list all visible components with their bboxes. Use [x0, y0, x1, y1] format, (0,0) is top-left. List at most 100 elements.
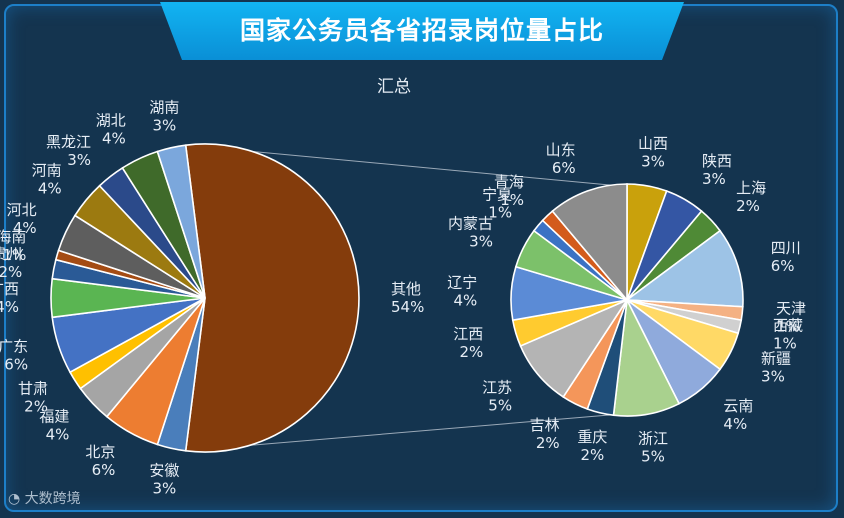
secondary-pie [510, 183, 744, 417]
main-label-value-7: 2% [0, 263, 22, 281]
main-label-value-11: 3% [67, 151, 91, 169]
sec-label-value-8: 5% [641, 448, 665, 466]
sec-slice-17 [551, 183, 628, 303]
sec-label-name-5: 西藏 [773, 317, 803, 335]
sec-label-11: 江苏 5% [482, 378, 512, 414]
sec-label-6: 新疆 3% [761, 349, 791, 385]
sec-label-7: 云南 4% [723, 397, 753, 433]
main-label-name-1: 安徽 [149, 462, 179, 480]
main-pie [50, 143, 360, 453]
sec-label-value-14: 3% [469, 233, 493, 251]
main-slice-13 [156, 144, 206, 299]
sec-label-name-8: 浙江 [638, 430, 668, 448]
sec-label-value-11: 5% [488, 396, 512, 414]
brand-logo-icon: ◔ [8, 491, 21, 507]
chart-subtitle: 汇总 [377, 77, 411, 97]
brand-name: 大数跨境 [24, 491, 81, 507]
main-label-10: 河南 4% [32, 161, 62, 197]
sec-label-0: 山西 3% [638, 134, 668, 170]
main-label-4: 甘肃 2% [18, 380, 48, 416]
sec-label-name-3: 四川 [771, 239, 801, 257]
sec-label-name-17: 山东 [546, 141, 576, 159]
main-label-6: 广西4% [0, 280, 19, 316]
sec-label-name-1: 陕西 [702, 152, 732, 170]
main-label-2: 北京 6% [85, 443, 115, 479]
main-label-0: 其他 54% [391, 280, 424, 316]
sec-label-name-11: 江苏 [482, 378, 512, 396]
sec-label-4: 天津 1% [776, 299, 806, 335]
main-label-value-6: 4% [0, 298, 19, 316]
sec-label-value-17: 6% [552, 159, 576, 177]
sec-label-10: 吉林 2% [530, 416, 560, 452]
main-label-name-9: 河北 [7, 201, 37, 219]
sec-label-name-7: 云南 [723, 397, 753, 415]
main-slice-0 [184, 143, 360, 453]
main-label-7: 贵州2% [0, 245, 22, 281]
sec-label-16: 青海 1% [494, 173, 524, 209]
main-label-name-10: 河南 [32, 161, 62, 179]
main-label-value-13: 3% [153, 116, 177, 134]
sec-label-3: 四川 6% [771, 239, 801, 275]
main-label-value-4: 2% [24, 398, 48, 416]
main-label-8: 海南 1% [0, 228, 26, 264]
sec-label-9: 重庆 2% [577, 428, 607, 464]
brand-watermark: ◔ 大数跨境 [8, 488, 81, 508]
sec-label-value-2: 2% [736, 197, 760, 215]
main-label-value-3: 4% [46, 425, 70, 443]
main-label-name-8: 海南 [0, 228, 26, 246]
sec-label-name-2: 上海 [736, 179, 766, 197]
sec-label-value-3: 6% [771, 257, 795, 275]
sec-label-name-13: 辽宁 [447, 273, 477, 291]
sec-label-value-15: 1% [488, 204, 512, 222]
sec-label-value-16: 1% [500, 191, 524, 209]
main-label-value-2: 6% [92, 461, 116, 479]
connector-lines [185, 144, 611, 452]
sec-label-value-0: 3% [641, 152, 665, 170]
sec-label-8: 浙江 5% [638, 430, 668, 466]
main-label-name-4: 甘肃 [18, 380, 48, 398]
main-label-name-3: 福建 [39, 407, 69, 425]
main-label-9: 河北 4% [7, 201, 37, 237]
main-label-value-0: 54% [391, 298, 424, 316]
sec-label-name-10: 吉林 [530, 416, 560, 434]
main-label-name-7: 贵州 [0, 245, 22, 263]
sec-label-1: 陕西 3% [702, 152, 732, 188]
sec-label-value-6: 3% [761, 367, 785, 385]
main-label-name-12: 湖北 [96, 112, 126, 130]
main-label-name-6: 广西 [0, 280, 19, 298]
main-label-5: 广东 6% [0, 337, 28, 373]
sec-label-12: 江西 2% [453, 325, 483, 361]
main-label-value-5: 6% [4, 355, 28, 373]
sec-label-name-14: 内蒙古 [448, 215, 493, 233]
main-label-name-0: 其他 [391, 280, 421, 298]
sec-label-17: 山东 6% [546, 141, 576, 177]
page-title: 国家公务员各省招录岗位量占比 [239, 16, 604, 45]
main-label-1: 安徽 3% [149, 462, 179, 498]
sec-label-name-12: 江西 [453, 325, 483, 343]
main-label-name-5: 广东 [0, 337, 28, 355]
main-label-value-1: 3% [153, 480, 177, 498]
sec-label-value-12: 2% [460, 343, 484, 361]
main-label-11: 黑龙江 3% [46, 133, 91, 169]
sec-label-name-15: 宁夏 [482, 186, 512, 204]
sec-label-5: 西藏 1% [773, 317, 803, 353]
main-label-value-9: 4% [13, 219, 37, 237]
main-label-13: 湖南 3% [149, 98, 179, 134]
sec-label-name-0: 山西 [638, 134, 668, 152]
sec-label-value-7: 4% [723, 415, 747, 433]
main-label-name-13: 湖南 [149, 98, 179, 116]
sec-label-13: 辽宁 4% [447, 273, 477, 309]
sec-label-name-4: 天津 [776, 299, 806, 317]
sec-label-value-10: 2% [536, 434, 560, 452]
main-label-value-10: 4% [38, 179, 62, 197]
sec-label-value-5: 1% [773, 335, 797, 353]
main-label-name-2: 北京 [85, 443, 115, 461]
main-label-3: 福建 4% [39, 407, 69, 443]
sec-label-value-1: 3% [702, 170, 726, 188]
main-label-12: 湖北 4% [96, 112, 126, 148]
sec-label-name-9: 重庆 [577, 428, 607, 446]
sec-label-name-16: 青海 [494, 173, 524, 191]
sec-label-14: 内蒙古 3% [448, 215, 493, 251]
data-labels: 其他54%安徽3%北京6%福建4%甘肃2%广东6%广西4%贵州2%海南1%河北4… [0, 98, 806, 497]
connector-line-top [185, 144, 611, 186]
